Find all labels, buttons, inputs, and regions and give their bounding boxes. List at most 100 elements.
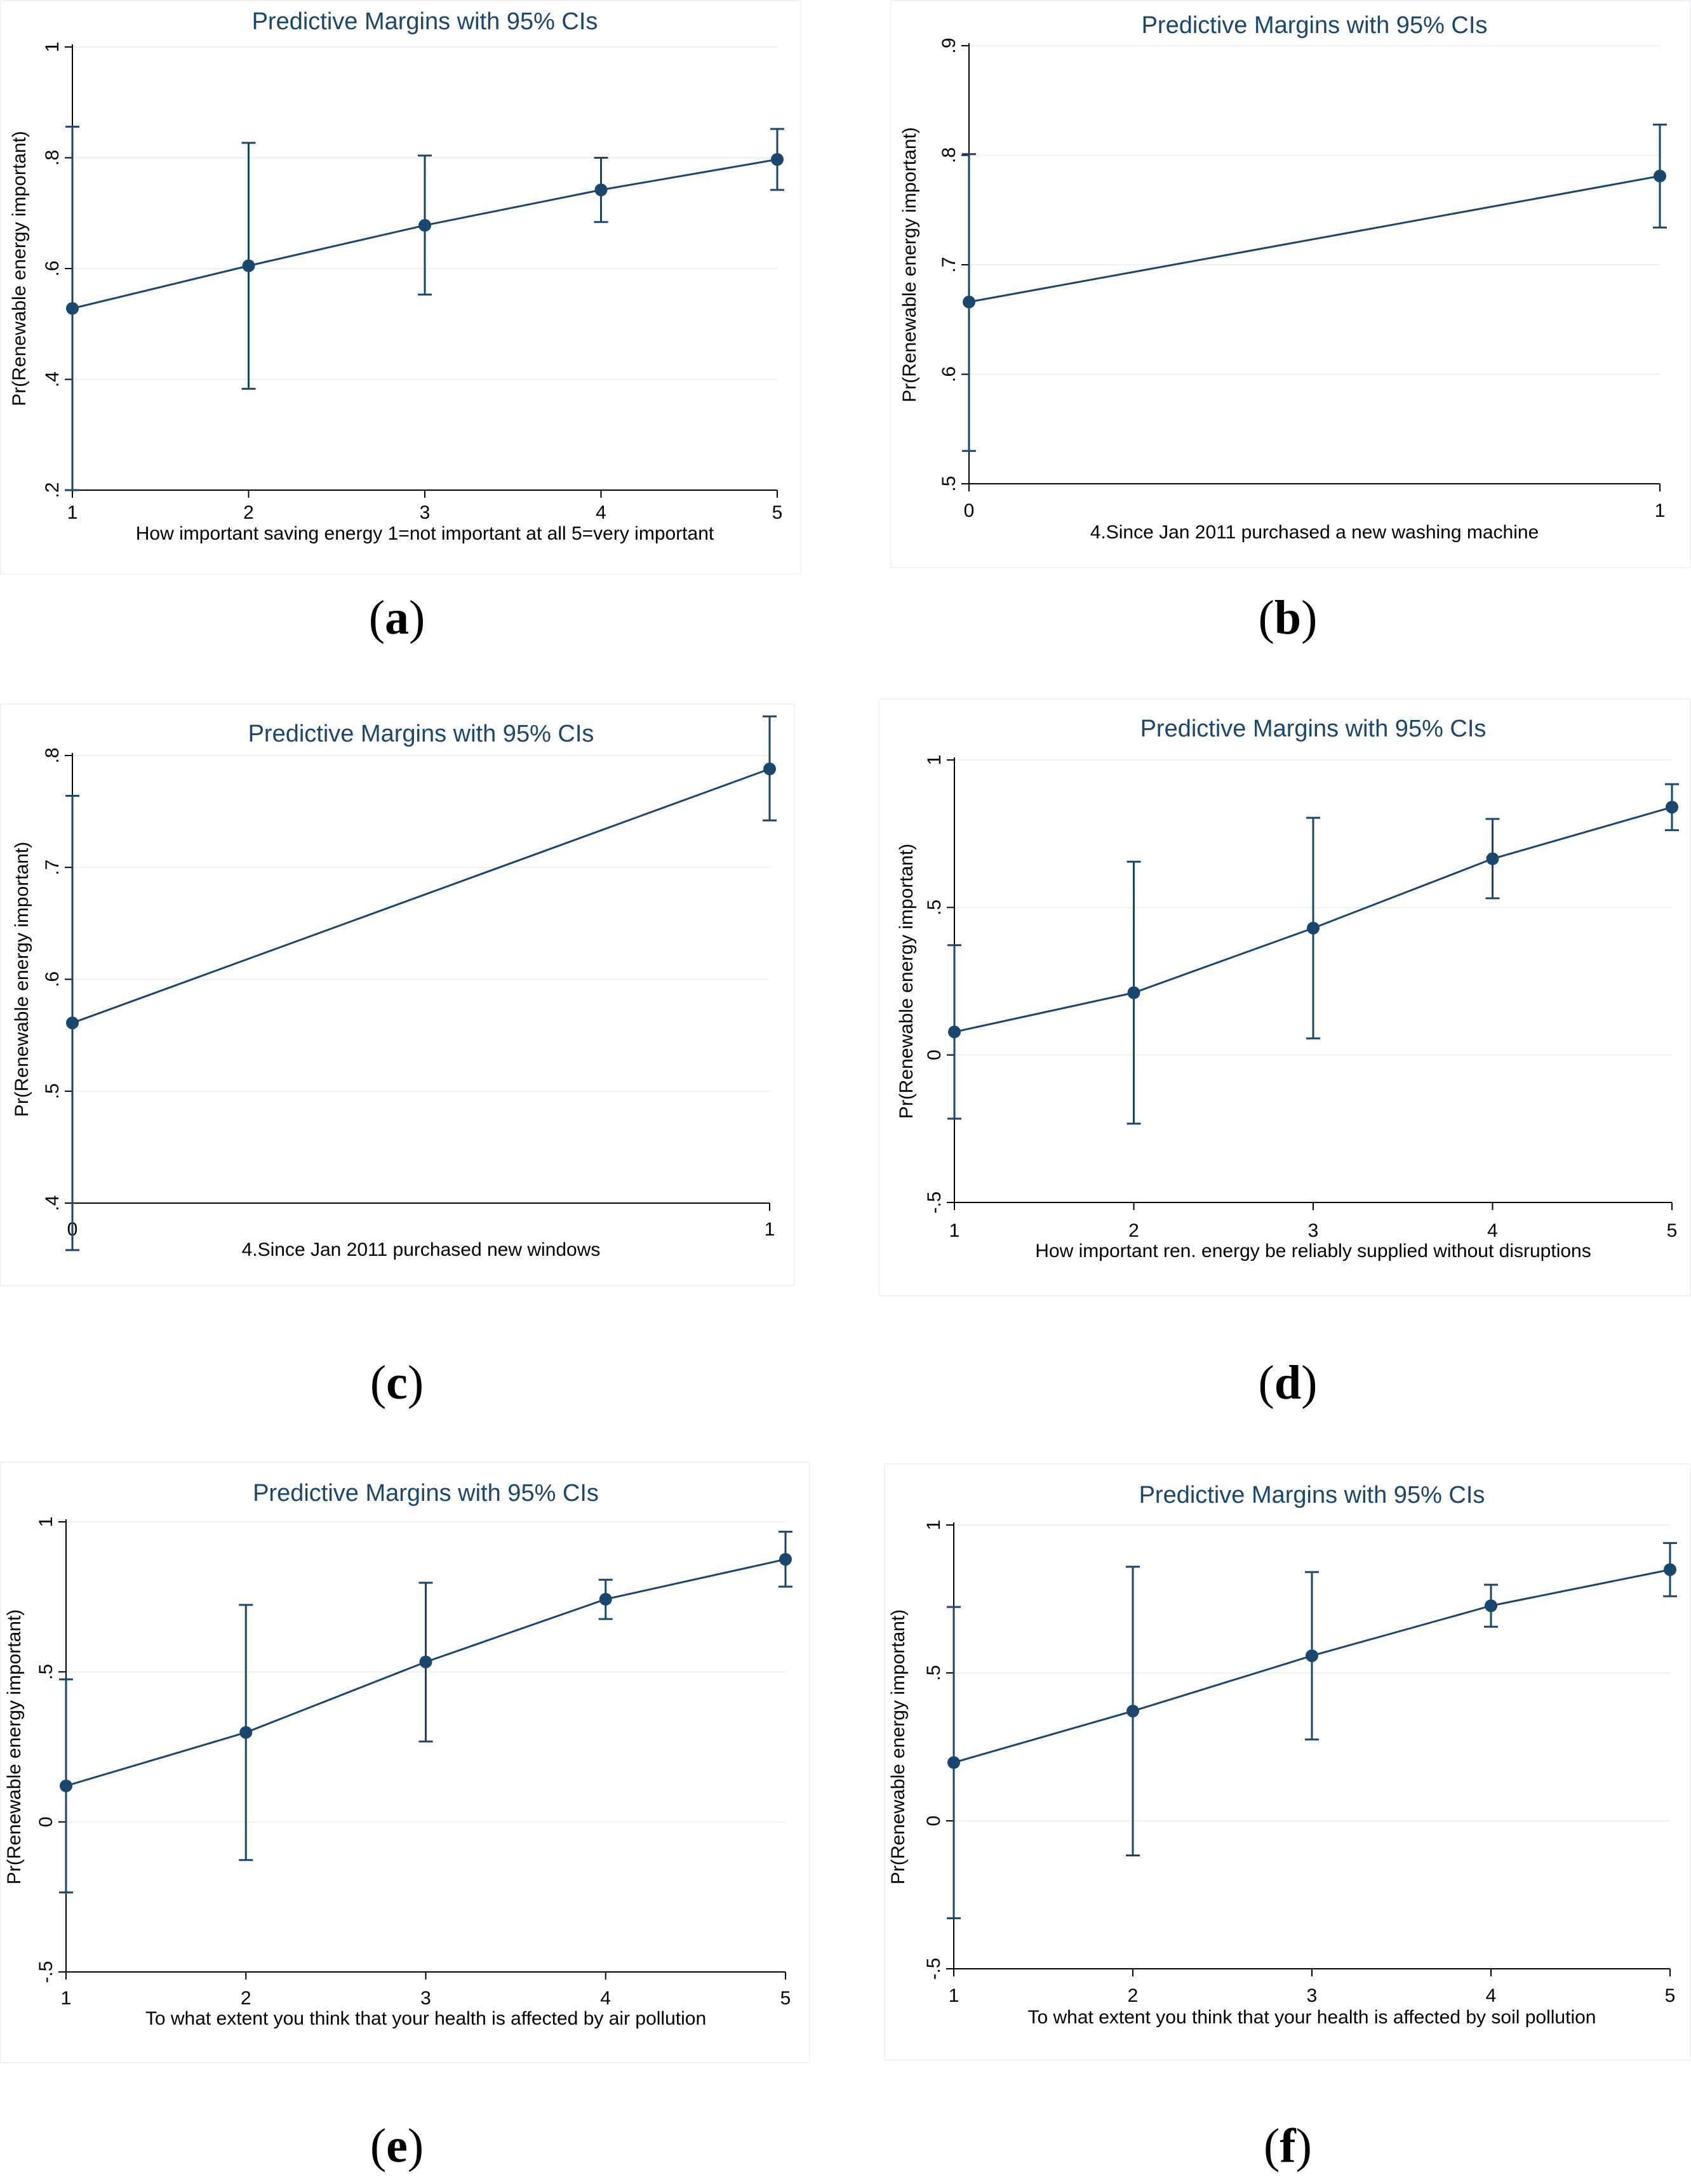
y-tick-label: 0 [924,1049,945,1060]
x-tick-label: 1 [1655,500,1666,521]
chart-title: Predictive Margins with 95% CIs [1139,1482,1485,1508]
y-tick-label: .6 [42,971,63,987]
sublabel-c: (c) [370,1356,424,1409]
y-tick-label: .8 [939,147,959,163]
data-point [60,1779,72,1792]
data-point [239,1726,253,1739]
x-axis-label: How important ren. energy be reliably su… [1035,1241,1591,1262]
chart-title: Predictive Margins with 95% CIs [253,1480,599,1507]
x-tick-label: 1 [61,1988,72,2009]
data-point [947,1756,960,1769]
chart-a: .2 .4 .6 .8 1 1 2 3 4 5 Predictive Margins with 95… [9,8,784,544]
data-point [1306,1649,1318,1662]
y-tick-label: .9 [939,37,959,53]
chart-title: Predictive Margins with 95% CIs [1142,12,1488,39]
x-axis-label: 4.Since Jan 2011 purchased a new washing… [1090,522,1539,543]
data-point [594,183,608,197]
x-tick-label: 3 [1307,1985,1318,2006]
y-tick-label: .2 [42,482,63,498]
y-axis-label: Pr(Renewable energy important) [9,131,30,406]
x-tick-label: 3 [420,502,431,523]
x-axis-label: To what extent you think that your healt… [145,2008,706,2029]
x-tick-label: 5 [1667,1220,1678,1241]
x-tick-label: 3 [420,1988,431,2009]
y-tick-label: .5 [923,1665,944,1681]
data-point [779,1553,792,1566]
y-tick-label: .7 [939,256,959,272]
x-tick-label: 2 [1128,1220,1139,1241]
sublabel-a: (a) [368,591,425,644]
y-axis-label: Pr(Renewable energy important) [4,1609,25,1885]
series-line [968,175,1661,303]
y-tick-label: 1 [924,755,945,766]
x-axis-label: To what extent you think that your healt… [1028,2007,1596,2028]
panel-a: .2 .4 .6 .8 1 1 2 3 4 5 Predictive Margins with 95… [0,0,801,575]
chart-title: Predictive Margins with 95% CIs [252,8,598,35]
data-point [763,762,776,776]
y-axis-label: Pr(Renewable energy important) [888,1609,909,1885]
data-point [1664,1563,1676,1576]
data-point [963,295,975,309]
y-axis-label: Pr(Renewable energy important) [899,127,920,403]
data-point [1127,986,1140,999]
y-tick-label: 0 [36,1816,57,1827]
sublabel-b: (b) [1258,591,1318,644]
chart-title: Predictive Margins with 95% CIs [248,721,594,747]
data-point [418,218,431,232]
y-tick-label: 1 [36,1517,57,1528]
y-tick-label: 1 [923,1520,944,1531]
y-axis-label: Pr(Renewable energy important) [11,842,32,1117]
y-tick-label: .8 [42,150,63,166]
x-tick-label: 4 [1486,1985,1497,2006]
data-point [1126,1705,1139,1718]
data-point [1666,801,1678,814]
data-point [66,1016,79,1030]
x-axis-label: 4.Since Jan 2011 purchased new windows [242,1239,601,1260]
x-tick-label: 1 [67,502,78,523]
y-tick-label: .4 [42,371,63,387]
data-point [242,259,255,272]
y-tick-label: .8 [42,747,63,763]
panel-d: -.5 0 .5 1 1 2 3 4 5 Predictive Margins with 95% … [878,698,1691,1296]
x-tick-label: 1 [949,1220,960,1241]
y-tick-label: .5 [924,900,945,916]
y-tick-label: .5 [939,476,959,491]
y-tick-label: -.5 [924,1191,945,1213]
y-axis-label: Pr(Renewable energy important) [896,844,917,1119]
y-tick-label: .6 [42,260,63,276]
chart-e: -.5 0 .5 1 1 2 3 4 5 Predictive Margins with 95% … [4,1480,792,2029]
data-point [1654,170,1666,183]
x-tick-label: 5 [780,1988,791,2009]
y-tick-label: .6 [939,366,959,382]
sublabel-d: (d) [1258,1356,1318,1409]
chart-b: .5 .6 .7 .8 .9 0 1 Predictive Margins with 95% … [899,12,1667,543]
sublabel-f: (f) [1264,2119,1312,2173]
panel-e: -.5 0 .5 1 1 2 3 4 5 Predictive Margins with 95% … [0,1462,810,2063]
x-tick-label: 1 [765,1219,775,1240]
x-tick-label: 2 [241,1988,251,2009]
chart-f: -.5 0 .5 1 1 2 3 4 5 Predictive Margins with 95% … [888,1482,1677,2028]
y-tick-label: 1 [42,42,63,53]
y-tick-label: .5 [36,1664,57,1680]
data-point [1486,852,1499,865]
x-tick-label: 5 [1665,1985,1676,2006]
x-tick-label: 5 [772,502,783,523]
x-axis-label: How important saving energy 1=not import… [136,523,714,544]
sublabel-e: (e) [370,2119,424,2173]
x-tick-label: 4 [1487,1220,1498,1241]
y-tick-label: .5 [42,1083,63,1099]
y-tick-label: -.5 [36,1961,57,1983]
x-tick-label: 2 [243,502,254,523]
data-point [1485,1599,1497,1613]
chart-c: .4.5.6.7.801Predictive Margins with 95% … [11,715,777,1260]
x-tick-label: 4 [600,1988,611,2009]
panel-f: -.5 0 .5 1 1 2 3 4 5 Predictive Margins with 95% … [884,1463,1691,2061]
data-point [771,153,784,166]
series-line [72,768,770,1024]
x-tick-label: 4 [596,502,606,523]
y-tick-label: -.5 [923,1957,944,1980]
data-point [419,1655,432,1668]
data-point [66,302,79,315]
data-point [1307,921,1320,935]
data-point [599,1592,612,1606]
